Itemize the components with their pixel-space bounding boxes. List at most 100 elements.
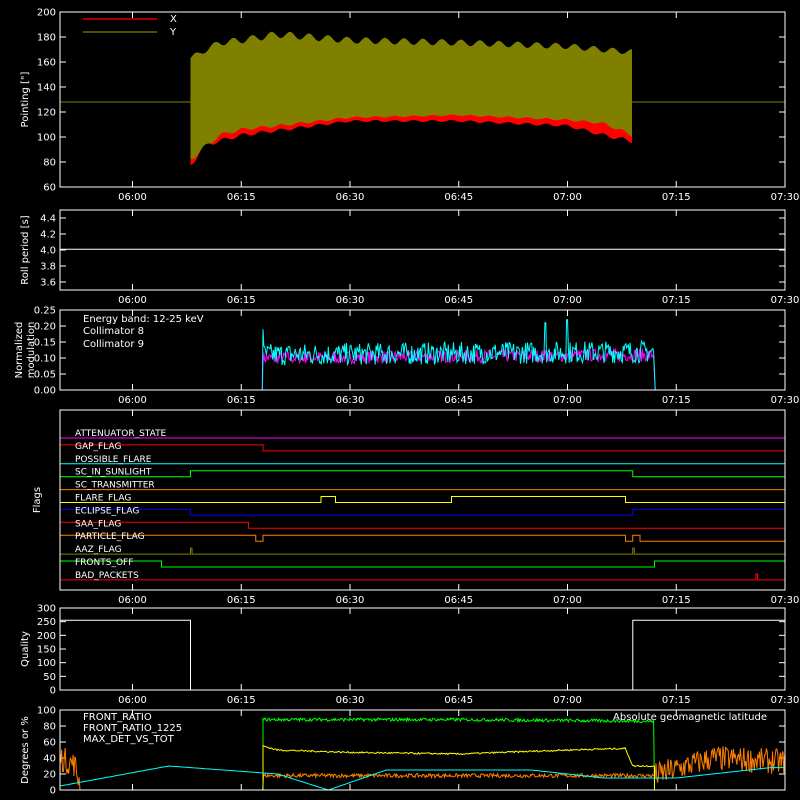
modulation-xtick-label: 06:15	[227, 395, 256, 406]
quality-xtick-label: 06:45	[444, 695, 473, 706]
modulation-ytick-label: 0.25	[34, 306, 56, 317]
ratios-legend-label: MAX_DET_VS_TOT	[83, 734, 175, 745]
modulation-ylabel-line: Normalized	[14, 322, 25, 379]
flags-xtick-label: 06:00	[118, 595, 147, 606]
quality-xtick-label: 06:00	[118, 695, 147, 706]
quality-ytick-label: 200	[37, 631, 56, 642]
flag-line-saa-flag	[59, 521, 785, 529]
flags-xtick-label: 07:00	[553, 595, 582, 606]
quality-ytick-label: 100	[37, 658, 56, 669]
pointing-ylabel: Pointing ["]	[20, 71, 31, 127]
quality-xtick-label: 07:30	[771, 695, 800, 706]
pointing-xtick-label: 06:00	[118, 192, 147, 203]
quality-xtick-label: 06:30	[336, 695, 365, 706]
roll-frame	[59, 209, 786, 291]
flag-label: AAZ_FLAG	[75, 545, 122, 555]
flag-label: FRONTS_OFF	[75, 558, 133, 568]
ratios-ylabel: Degrees or %	[20, 716, 31, 784]
flags-xtick-label: 06:15	[227, 595, 256, 606]
flags-frame	[59, 409, 786, 591]
pointing-ytick-label: 200	[37, 8, 56, 19]
flag-label: FLARE_FLAG	[75, 494, 131, 504]
flags-xtick-label: 06:45	[444, 595, 473, 606]
pointing-ytick-label: 80	[43, 158, 56, 169]
pointing-xtick-label: 07:15	[662, 192, 691, 203]
modulation-ylabel: Normalizedmodulation	[14, 322, 37, 379]
ratios-ytick-label: 100	[37, 706, 56, 717]
flag-label: SC_IN_SUNLIGHT	[75, 468, 152, 478]
roll-xtick-label: 07:15	[662, 295, 691, 306]
ratios-ytick-label: 0	[50, 786, 56, 797]
modulation-xtick-label: 07:00	[553, 395, 582, 406]
pointing-frame	[59, 11, 786, 188]
flag-line-fronts-off	[59, 560, 786, 568]
ratios-legend-label: FRONT_RATIO	[83, 712, 152, 723]
flag-label: ECLIPSE_FLAG	[75, 506, 139, 516]
roll-xtick-label: 06:30	[336, 295, 365, 306]
modulation-ytick-label: 0.05	[34, 370, 56, 381]
ratios-ytick-label: 20	[43, 770, 56, 781]
modulation-ytick-label: 0.00	[34, 386, 56, 397]
ratios-legend-label: FRONT_RATIO_1225	[83, 723, 182, 734]
pointing-ytick-label: 140	[37, 83, 56, 94]
modulation-annotation: Energy band: 12-25 keV	[83, 314, 204, 325]
roll-ylabel: Roll period [s]	[20, 215, 31, 284]
modulation-series-collimator-9	[60, 347, 785, 391]
roll-xtick-label: 06:00	[118, 295, 147, 306]
ratios-legend-geomagnetic: Absolute geomagnetic latitude	[613, 712, 767, 723]
modulation-legend-label: Collimator 8	[83, 326, 144, 337]
roll-xtick-label: 07:30	[771, 295, 800, 306]
flags-xtick-label: 07:15	[662, 595, 691, 606]
quality-ylabel: Quality	[20, 631, 31, 667]
ratios-series-front-ratio	[262, 745, 655, 790]
roll-ytick-label: 4.2	[40, 230, 56, 241]
flags-xtick-label: 06:30	[336, 595, 365, 606]
roll-xtick-label: 07:00	[553, 295, 582, 306]
pointing-xtick-label: 06:30	[336, 192, 365, 203]
flag-label: POSSIBLE_FLARE	[75, 455, 152, 465]
pointing-series-y	[190, 31, 632, 160]
pointing-ytick-label: 60	[43, 183, 56, 194]
flags-ylabel: Flags	[32, 487, 43, 513]
pointing-xtick-label: 06:45	[444, 192, 473, 203]
modulation-frame	[59, 309, 786, 391]
flag-label: PARTICLE_FLAG	[75, 532, 145, 542]
pointing-xtick-label: 07:00	[553, 192, 582, 203]
roll-ytick-label: 3.6	[40, 278, 56, 289]
ratios-ytick-label: 60	[43, 738, 56, 749]
modulation-ylabel-line: modulation	[26, 322, 37, 379]
ratios-ytick-label: 40	[43, 754, 56, 765]
quality-line	[60, 619, 785, 691]
flag-label: GAP_FLAG	[75, 442, 121, 452]
modulation-ytick-label: 0.10	[34, 354, 56, 365]
roll-xtick-label: 06:45	[444, 295, 473, 306]
modulation-xtick-label: 06:00	[118, 395, 147, 406]
flag-line-particle-flag	[59, 534, 785, 542]
modulation-ytick-label: 0.15	[34, 338, 56, 349]
roll-xtick-label: 06:15	[227, 295, 256, 306]
modulation-xtick-label: 07:30	[771, 395, 800, 406]
roll-ytick-label: 3.8	[40, 262, 56, 273]
flag-label: BAD_PACKETS	[75, 571, 139, 581]
modulation-xtick-label: 06:30	[336, 395, 365, 406]
flag-line-eclipse-flag	[59, 508, 786, 516]
modulation-ytick-label: 0.20	[34, 322, 56, 333]
quality-ytick-label: 0	[50, 686, 56, 697]
pointing-xtick-label: 06:15	[227, 192, 256, 203]
flag-line-aaz-flag	[60, 547, 785, 555]
quality-xtick-label: 07:15	[662, 695, 691, 706]
modulation-xtick-label: 07:15	[662, 395, 691, 406]
quality-ytick-label: 250	[37, 617, 56, 628]
ratios-series-front-ratio-1225	[262, 716, 655, 791]
flag-line-sc-in-sunlight	[60, 470, 785, 478]
modulation-legend-label: Collimator 9	[83, 339, 144, 350]
ratios-ytick-label: 80	[43, 722, 56, 733]
quality-ytick-label: 300	[37, 604, 56, 615]
flags-xtick-label: 07:30	[771, 595, 800, 606]
flag-label: SC_TRANSMITTER	[75, 481, 155, 491]
pointing-ytick-label: 100	[37, 133, 56, 144]
roll-ytick-label: 4.0	[40, 246, 56, 257]
flag-line-gap-flag	[59, 444, 785, 452]
quality-frame	[59, 607, 786, 691]
